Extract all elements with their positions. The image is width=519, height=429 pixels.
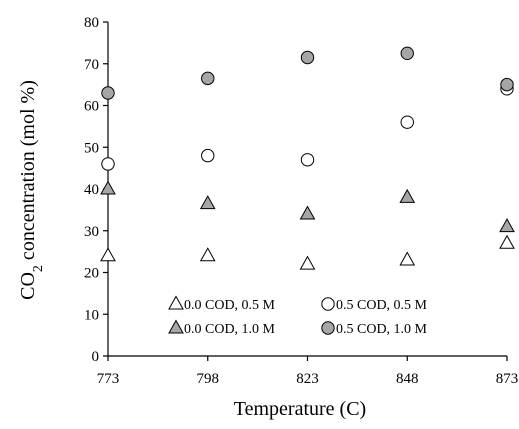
data-point bbox=[100, 180, 116, 195]
data-point bbox=[101, 86, 115, 100]
axes bbox=[107, 22, 507, 357]
legend: 0.0 COD, 0.5 M 0.5 COD, 0.5 M 0.0 COD, 1.0… bbox=[168, 295, 428, 337]
data-point bbox=[500, 77, 514, 92]
data-point bbox=[400, 115, 414, 129]
x-tick-label: 773 bbox=[97, 371, 120, 387]
legend-marker bbox=[168, 295, 184, 310]
x-tick-label: 798 bbox=[197, 371, 220, 387]
legend-marker bbox=[321, 297, 335, 311]
data-point bbox=[300, 50, 315, 65]
data-point bbox=[201, 71, 215, 86]
data-point bbox=[299, 205, 316, 220]
legend-label: 0.0 COD, 1.0 M bbox=[184, 322, 276, 337]
series-group bbox=[100, 180, 515, 233]
data-point bbox=[499, 218, 515, 233]
legend-marker bbox=[168, 319, 184, 334]
y-tick-label: 70 bbox=[84, 57, 99, 73]
y-tick-label: 0 bbox=[92, 349, 100, 365]
data-point bbox=[399, 188, 416, 203]
x-axis-title: Temperature (C) bbox=[234, 398, 366, 420]
y-tick-label: 80 bbox=[84, 15, 99, 31]
data-point bbox=[199, 195, 216, 210]
y-tick-label: 20 bbox=[84, 266, 99, 282]
data-point bbox=[199, 247, 216, 262]
data-point bbox=[100, 247, 116, 262]
y-tick-label: 10 bbox=[84, 307, 99, 323]
legend-item: 0.0 COD, 0.5 M bbox=[168, 295, 276, 313]
data-point bbox=[399, 251, 416, 266]
data-point bbox=[201, 148, 215, 163]
x-ticks: 773 798 823 848 873 bbox=[97, 356, 519, 387]
y-tick-label: 30 bbox=[84, 224, 99, 240]
legend-item: 0.5 COD, 1.0 M bbox=[321, 321, 428, 337]
data-point bbox=[299, 255, 316, 270]
y-axis-title-subscript: 2 bbox=[31, 265, 46, 272]
legend-item: 0.0 COD, 1.0 M bbox=[168, 319, 276, 337]
x-tick-label: 848 bbox=[396, 371, 419, 387]
y-axis-title: CO2 concentration (mol %) bbox=[17, 80, 46, 300]
y-tick-label: 50 bbox=[84, 140, 99, 156]
y-axis-title-rest: concentration (mol %) bbox=[17, 80, 39, 265]
legend-label: 0.0 COD, 0.5 M bbox=[184, 298, 276, 313]
series-group bbox=[101, 46, 514, 100]
y-axis-title-main: CO bbox=[17, 272, 39, 300]
data-point bbox=[101, 157, 115, 171]
data-point bbox=[499, 234, 515, 249]
y-ticks: 0 10 20 30 40 50 60 70 80 bbox=[84, 15, 108, 365]
data-point bbox=[300, 153, 315, 167]
legend-item: 0.5 COD, 0.5 M bbox=[321, 297, 428, 313]
y-tick-label: 60 bbox=[84, 99, 99, 115]
data-points bbox=[100, 46, 515, 270]
legend-marker bbox=[321, 321, 335, 335]
series-group bbox=[101, 82, 514, 171]
x-tick-label: 873 bbox=[496, 371, 519, 387]
x-tick-label: 823 bbox=[296, 371, 319, 387]
series-group bbox=[100, 234, 515, 270]
y-tick-label: 40 bbox=[84, 182, 99, 198]
data-point bbox=[400, 46, 414, 61]
legend-label: 0.5 COD, 1.0 M bbox=[336, 322, 428, 337]
legend-label: 0.5 COD, 0.5 M bbox=[336, 298, 428, 313]
